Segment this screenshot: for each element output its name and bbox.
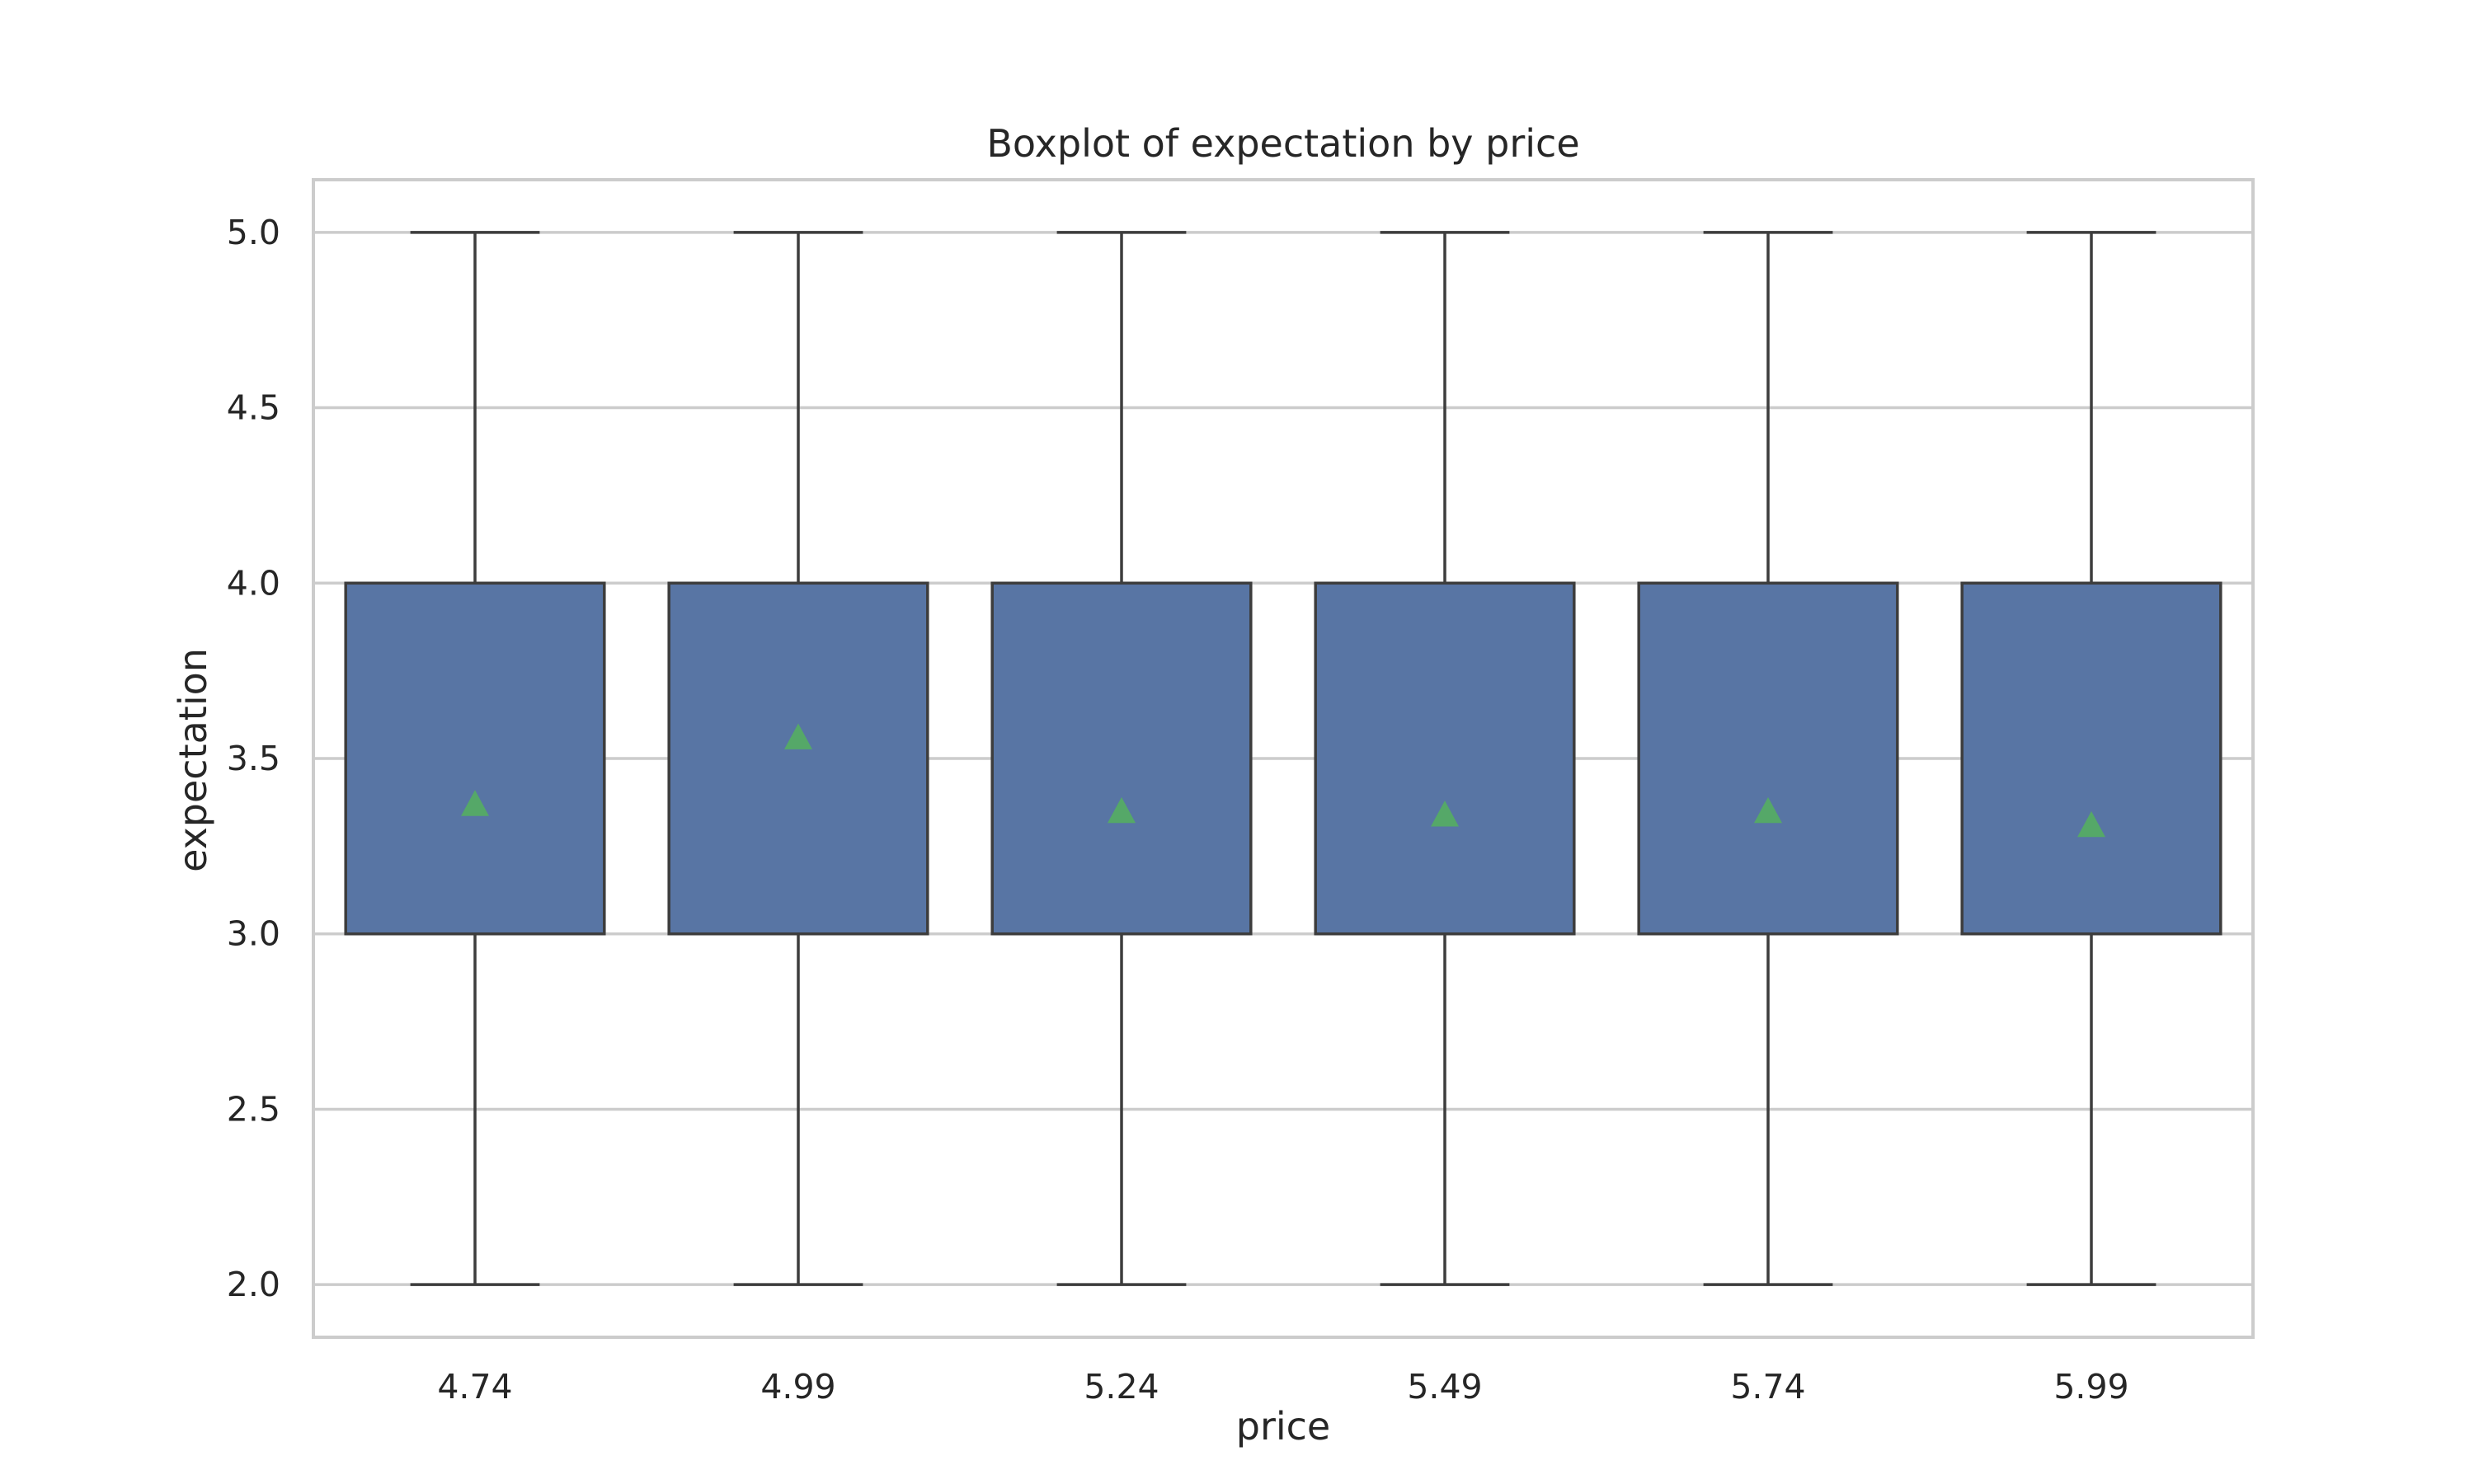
iqr-box xyxy=(1314,581,1576,936)
mean-marker xyxy=(1108,796,1136,824)
box-group xyxy=(1637,231,1899,1286)
grid-layer xyxy=(313,231,2253,1286)
y-axis-label: expectation xyxy=(171,648,215,872)
box-group xyxy=(990,231,1253,1286)
chart-title: Boxplot of expectation by price xyxy=(986,121,1579,166)
box-group xyxy=(1314,231,1576,1286)
x-tick-label: 5.24 xyxy=(1084,1367,1159,1407)
mean-marker xyxy=(784,723,812,749)
y-tick-labels: 2.0 2.5 3.0 3.5 4.0 4.5 5.0 xyxy=(227,213,280,1304)
y-tick-label: 3.5 xyxy=(227,739,280,778)
y-tick-label: 2.0 xyxy=(227,1265,280,1304)
box-group xyxy=(1960,231,2222,1286)
x-tick-label: 5.99 xyxy=(2053,1367,2128,1407)
x-tick-label: 5.49 xyxy=(1407,1367,1482,1407)
x-tick-label: 5.74 xyxy=(1730,1367,1805,1407)
mean-marker xyxy=(2077,810,2105,838)
y-tick-label: 5.0 xyxy=(227,213,280,252)
x-tick-label: 4.74 xyxy=(437,1367,512,1407)
box-group xyxy=(344,231,606,1286)
y-tick-label: 4.5 xyxy=(227,388,280,428)
y-tick-label: 4.0 xyxy=(227,563,280,603)
iqr-box xyxy=(1960,581,2222,936)
y-tick-label: 3.0 xyxy=(227,914,280,954)
plot-frame xyxy=(312,178,2255,1339)
iqr-box xyxy=(990,581,1253,936)
iqr-box xyxy=(1637,581,1899,936)
boxes-layer xyxy=(344,231,2222,1286)
mean-marker xyxy=(1754,796,1782,824)
mean-marker xyxy=(1431,801,1459,827)
iqr-box xyxy=(344,581,606,936)
box-group xyxy=(667,231,929,1286)
mean-marker xyxy=(461,790,489,816)
x-axis-label: price xyxy=(1236,1404,1330,1449)
iqr-box xyxy=(667,581,929,936)
x-tick-labels: 4.74 4.99 5.24 5.49 5.74 5.99 xyxy=(437,1367,2128,1407)
x-tick-label: 4.99 xyxy=(760,1367,835,1407)
y-tick-label: 2.5 xyxy=(227,1089,280,1129)
